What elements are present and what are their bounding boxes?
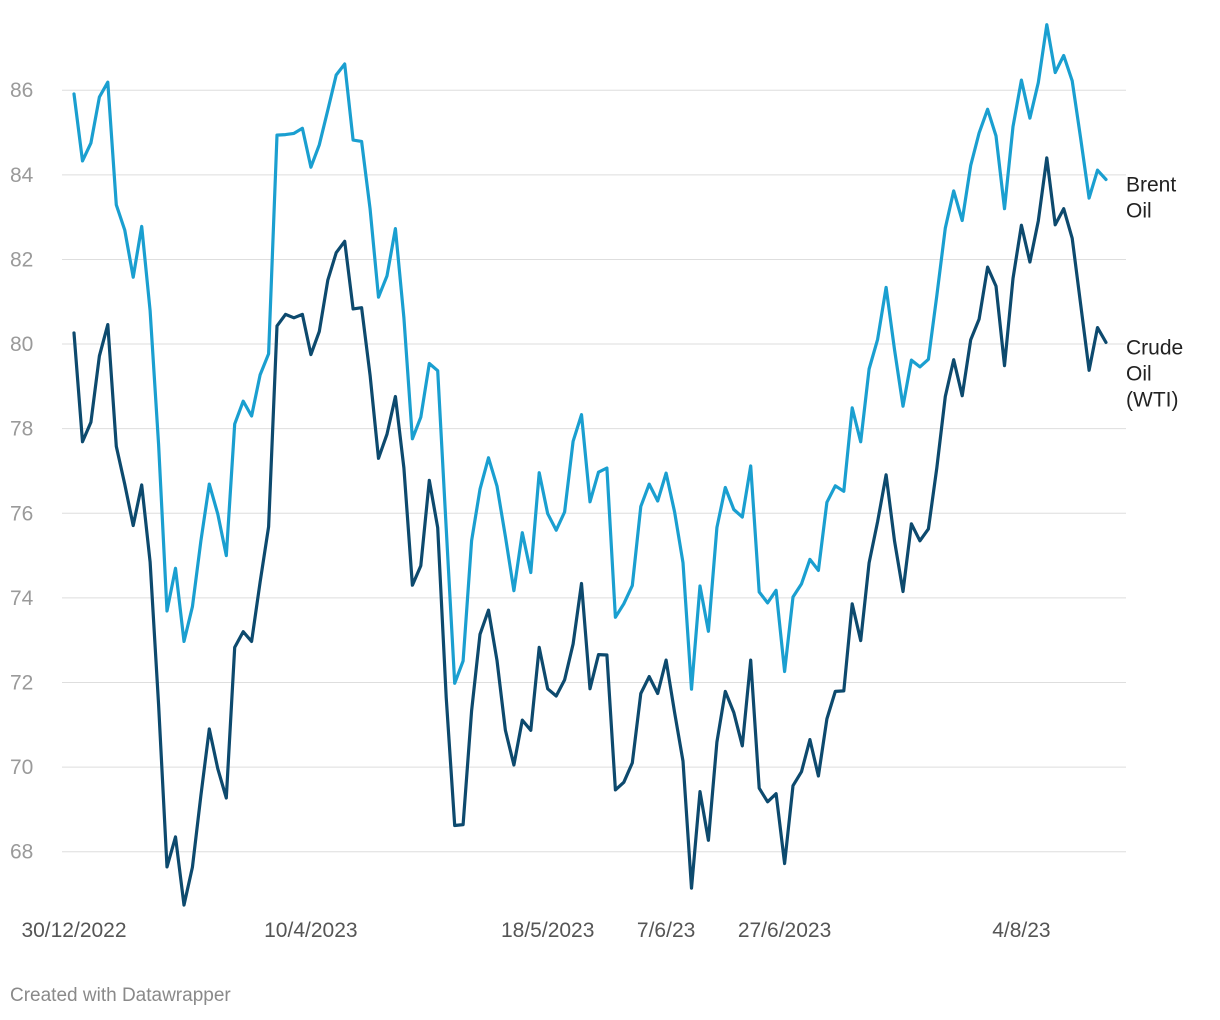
y-axis-ticks: 68 70 72 74 76 78 80 82 84 86 <box>10 79 34 863</box>
series-line-brent <box>72 23 1108 691</box>
series-line-wti <box>72 156 1108 907</box>
gridlines <box>62 89 1126 853</box>
x-tick-label: 30/12/2022 <box>21 919 126 942</box>
y-tick-label: 68 <box>10 841 33 864</box>
y-tick-label: 78 <box>10 418 33 441</box>
x-tick-label: 7/6/23 <box>637 919 695 942</box>
y-tick-label: 70 <box>10 756 33 779</box>
x-tick-label: 10/4/2023 <box>264 919 357 942</box>
series-label-wti: Crude Oil (WTI) <box>1126 336 1183 411</box>
y-tick-label: 76 <box>10 502 33 525</box>
y-tick-label: 84 <box>10 164 34 187</box>
y-tick-label: 72 <box>10 671 33 694</box>
y-tick-label: 86 <box>10 79 33 102</box>
y-tick-label: 82 <box>10 248 33 271</box>
y-tick-label: 74 <box>10 587 34 610</box>
x-tick-label: 27/6/2023 <box>738 919 831 942</box>
x-tick-label: 18/5/2023 <box>501 919 594 942</box>
series-lines <box>72 23 1108 907</box>
series-labels: Brent Oil Crude Oil (WTI) <box>1126 173 1183 411</box>
footer-credit: Created with Datawrapper <box>10 985 231 1006</box>
y-tick-label: 80 <box>10 333 33 356</box>
x-tick-label: 4/8/23 <box>992 919 1050 942</box>
x-axis-ticks: 30/12/2022 10/4/2023 18/5/2023 7/6/23 27/6/2… <box>21 919 1050 942</box>
series-label-brent: Brent Oil <box>1126 173 1176 222</box>
